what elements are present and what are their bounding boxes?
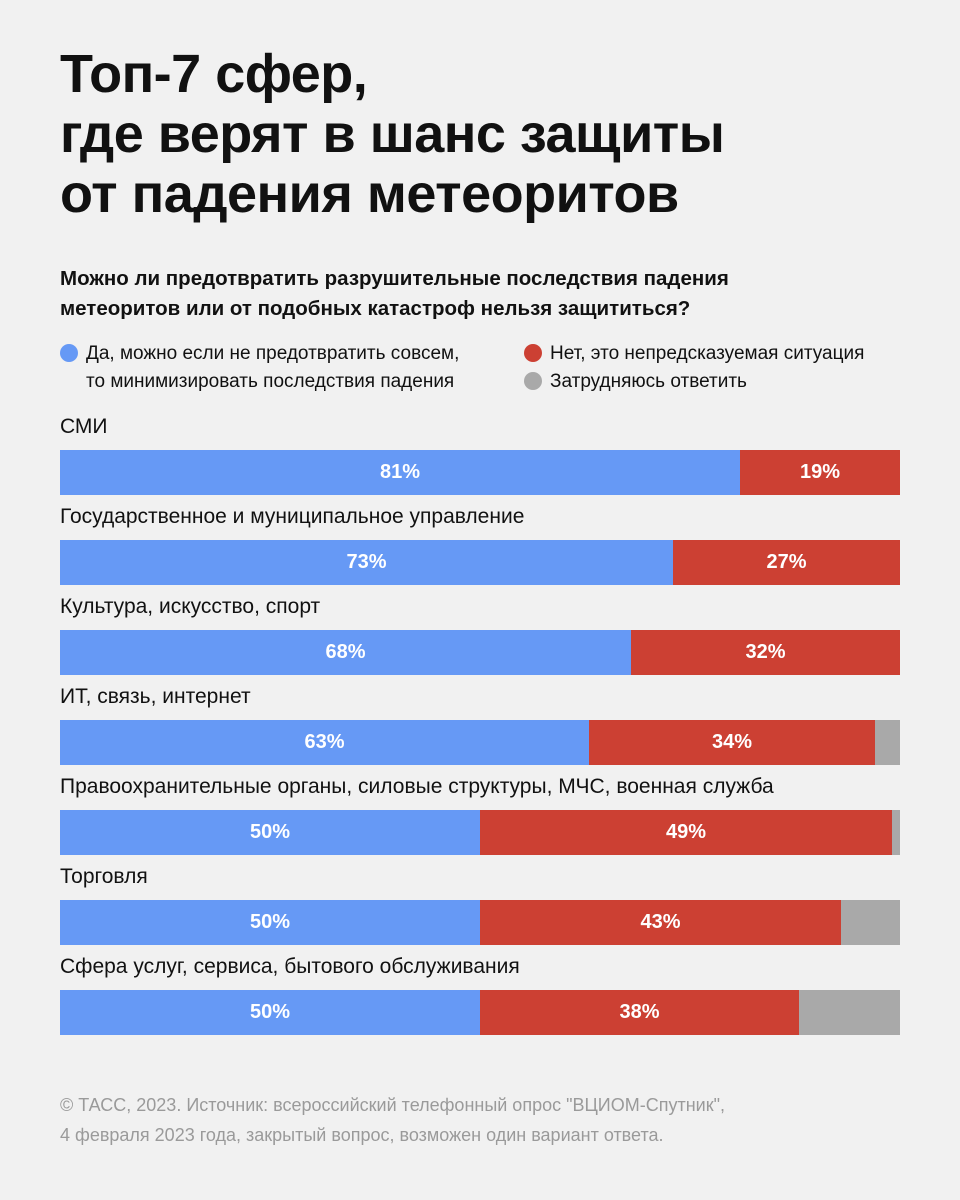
data-label: 19% xyxy=(799,461,841,483)
bar-segment-no: 19% xyxy=(740,450,900,495)
bar-segment-dk xyxy=(841,900,900,945)
data-label: 68% xyxy=(325,641,366,663)
chart-row: Правоохранительные органы, силовые струк… xyxy=(60,770,900,860)
bar-segment-yes: 50% xyxy=(60,900,480,945)
data-label: 73% xyxy=(346,551,387,573)
data-label: 38% xyxy=(619,1001,660,1023)
stacked-bar: 81% 19% xyxy=(60,450,900,495)
chart-row: СМИ 81% 19% xyxy=(60,410,900,500)
category-label: Государственное и муниципальное управлен… xyxy=(60,505,525,528)
legend-dot-no xyxy=(524,344,542,362)
footer-line-1: © ТАСС, 2023. Источник: всероссийский те… xyxy=(60,1095,725,1115)
stacked-bar: 50% 49% xyxy=(60,810,900,855)
data-label: 32% xyxy=(745,641,786,663)
stacked-bar: 68% 32% xyxy=(60,630,900,675)
stacked-bar: 63% 34% xyxy=(60,720,900,765)
stacked-bar: 50% 38% xyxy=(60,990,900,1035)
survey-question: Можно ли предотвратить разрушительные по… xyxy=(60,264,920,324)
bar-segment-yes: 81% xyxy=(60,450,740,495)
legend-dot-yes xyxy=(60,344,78,362)
bar-segment-dk xyxy=(799,990,900,1035)
data-label: 49% xyxy=(665,821,707,843)
question-line-1: Можно ли предотвратить разрушительные по… xyxy=(60,267,729,290)
bar-segment-yes: 68% xyxy=(60,630,631,675)
category-label: ИТ, связь, интернет xyxy=(60,685,251,708)
chart-row: ИТ, связь, интернет 63% 34% xyxy=(60,680,900,770)
footer-line-2: 4 февраля 2023 года, закрытый вопрос, во… xyxy=(60,1125,664,1145)
legend-item-no: Нет, это непредсказуемая ситуация xyxy=(524,340,864,368)
stacked-bar: 50% 43% xyxy=(60,900,900,945)
source-footer: © ТАСС, 2023. Источник: всероссийский те… xyxy=(60,1090,920,1150)
title-line-1: Топ-7 сфер, xyxy=(60,44,368,104)
question-line-2: метеоритов или от подобных катастроф нел… xyxy=(60,297,691,320)
bar-segment-dk xyxy=(875,720,900,765)
chart-row: Торговля 50% 43% xyxy=(60,860,900,950)
data-label: 43% xyxy=(640,911,681,933)
category-label: Сфера услуг, сервиса, бытового обслужива… xyxy=(60,955,520,978)
chart-title: Топ-7 сфер, где верят в шанс защиты от п… xyxy=(60,44,920,224)
bar-segment-no: 38% xyxy=(480,990,799,1035)
data-label: 63% xyxy=(304,731,345,753)
bar-segment-no: 34% xyxy=(589,720,875,765)
bar-segment-no: 49% xyxy=(480,810,892,855)
chart-row: Сфера услуг, сервиса, бытового обслужива… xyxy=(60,950,900,1040)
bar-segment-yes: 73% xyxy=(60,540,673,585)
bar-segment-no: 27% xyxy=(673,540,900,585)
title-line-2: где верят в шанс защиты xyxy=(60,104,725,164)
category-label: Правоохранительные органы, силовые струк… xyxy=(60,775,774,798)
bar-segment-no: 43% xyxy=(480,900,841,945)
category-label: Культура, искусство, спорт xyxy=(60,595,321,618)
bar-segment-no: 32% xyxy=(631,630,900,675)
legend: Да, можно если не предотвратить совсем, … xyxy=(60,340,920,400)
legend-yes-line-1: Да, можно если не предотвратить совсем, xyxy=(86,343,460,364)
category-label: Торговля xyxy=(60,865,148,888)
data-label: 50% xyxy=(249,911,291,933)
legend-dot-dont-know xyxy=(524,372,542,390)
data-label: 27% xyxy=(766,551,807,573)
bar-segment-yes: 50% xyxy=(60,810,480,855)
data-label: 50% xyxy=(249,1001,291,1023)
chart-row: Культура, искусство, спорт 68% 32% xyxy=(60,590,900,680)
bar-segment-yes: 50% xyxy=(60,990,480,1035)
bar-segment-yes: 63% xyxy=(60,720,589,765)
legend-item-yes: Да, можно если не предотвратить совсем, … xyxy=(60,340,459,396)
stacked-bar: 73% 27% xyxy=(60,540,900,585)
data-label: 34% xyxy=(711,731,753,753)
data-label: 50% xyxy=(249,821,291,843)
stacked-bar-chart: СМИ 81% 19% Государственное и муниципальное… xyxy=(60,410,900,1040)
legend-item-dont-know: Затрудняюсь ответить xyxy=(524,368,747,396)
legend-yes-line-2: то минимизировать последствия падения xyxy=(86,371,455,392)
title-line-3: от падения метеоритов xyxy=(60,164,679,224)
legend-dont-know-label: Затрудняюсь ответить xyxy=(550,371,747,392)
chart-row: Государственное и муниципальное управлен… xyxy=(60,500,900,590)
category-label: СМИ xyxy=(60,415,108,438)
bar-segment-dk xyxy=(892,810,900,855)
legend-no-label: Нет, это непредсказуемая ситуация xyxy=(550,343,865,364)
data-label: 81% xyxy=(379,461,421,483)
